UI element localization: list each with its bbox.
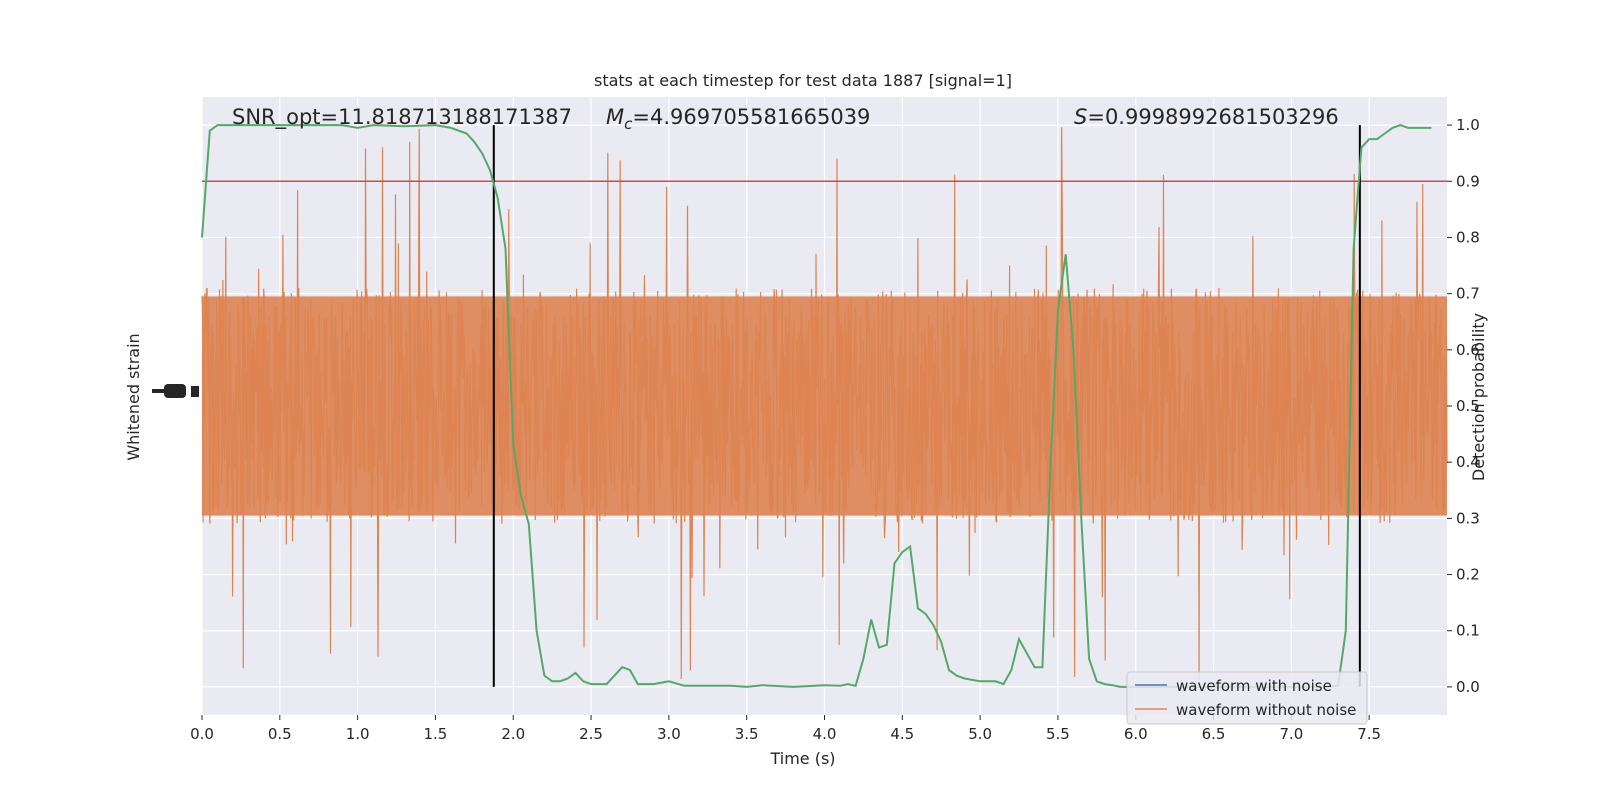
detection-probability-line [201, 124, 1432, 688]
waveform-without-noise-series [201, 127, 1448, 680]
y-tick-label: 0.2 [1456, 566, 1480, 584]
y-tick-label: 0.9 [1456, 172, 1480, 190]
mc-value: =4.969705581665039 [632, 105, 870, 129]
y-tick-label: 0.6 [1456, 341, 1480, 359]
x-tick-label: 3.5 [735, 725, 759, 743]
x-tick-label: 0.5 [268, 725, 292, 743]
snr-annotation: SNR_opt=11.818713188171387 [232, 105, 572, 130]
y-tick-label: 0.0 [1456, 678, 1480, 696]
x-tick-label: 6.5 [1202, 725, 1226, 743]
x-axis-label: Time (s) [769, 749, 835, 768]
x-tick-label: 5.0 [968, 725, 992, 743]
chart-title: stats at each timestep for test data 188… [594, 71, 1012, 90]
legend-label-waveform: waveform without noise [1176, 701, 1356, 719]
legend-box [1126, 671, 1368, 725]
x-tick-label: 7.5 [1357, 725, 1381, 743]
x-tick-label: 4.0 [813, 725, 837, 743]
x-tick-label: 4.5 [890, 725, 914, 743]
left-tick-blob [164, 384, 186, 398]
x-tick-label: 5.5 [1046, 725, 1070, 743]
legend: waveform with noise waveform without noi… [1126, 671, 1368, 725]
y-tick-label: 0.4 [1456, 453, 1480, 471]
legend-label-noise: waveform with noise [1176, 677, 1332, 695]
waveform-without-noise-line [201, 127, 1448, 680]
y-axis-left-label: Whitened strain [124, 333, 143, 460]
x-tick-label: 1.5 [424, 725, 448, 743]
left-tick-blob [152, 389, 166, 393]
vertical-markers [492, 125, 1361, 687]
y-tick-label: 0.8 [1456, 228, 1480, 246]
x-tick-label: 2.5 [579, 725, 603, 743]
y-tick-label: 0.3 [1456, 509, 1480, 527]
x-tick-label: 1.0 [346, 725, 370, 743]
y-tick-label: 0.1 [1456, 622, 1480, 640]
x-tick-label: 2.0 [501, 725, 525, 743]
x-tick-label: 0.0 [190, 725, 214, 743]
y-tick-label: 0.5 [1456, 397, 1480, 415]
x-tick-label: 6.0 [1124, 725, 1148, 743]
chirp-mass-annotation: Mc=4.969705581665039 [606, 105, 870, 133]
s-annotation: S=0.9998992681503296 [1074, 105, 1339, 129]
x-tick-label: 7.0 [1279, 725, 1303, 743]
y-tick-label: 1.0 [1456, 116, 1480, 134]
s-value: =0.9998992681503296 [1087, 105, 1338, 129]
y-axis-right-ticks: 0.0 0.1 0.2 0.3 0.4 0.5 0.6 0.7 0.8 0.9 1.0 [1447, 116, 1480, 696]
x-tick-label: 3.0 [657, 725, 681, 743]
s-symbol: S [1074, 105, 1087, 129]
mc-symbol: M [606, 105, 624, 129]
y-tick-label: 0.7 [1456, 285, 1480, 303]
probability-series [201, 124, 1432, 688]
y-axis-right-label: Detection probability [1469, 313, 1488, 481]
mc-subscript: c [624, 115, 633, 133]
x-axis-ticks: 0.0 0.5 1.0 1.5 2.0 2.5 3.0 3.5 4.0 4.5 5.0 5.5 6.0 6… [190, 715, 1381, 743]
left-axis-ticks-overlapped [152, 384, 199, 398]
left-tick-blob [191, 386, 199, 397]
